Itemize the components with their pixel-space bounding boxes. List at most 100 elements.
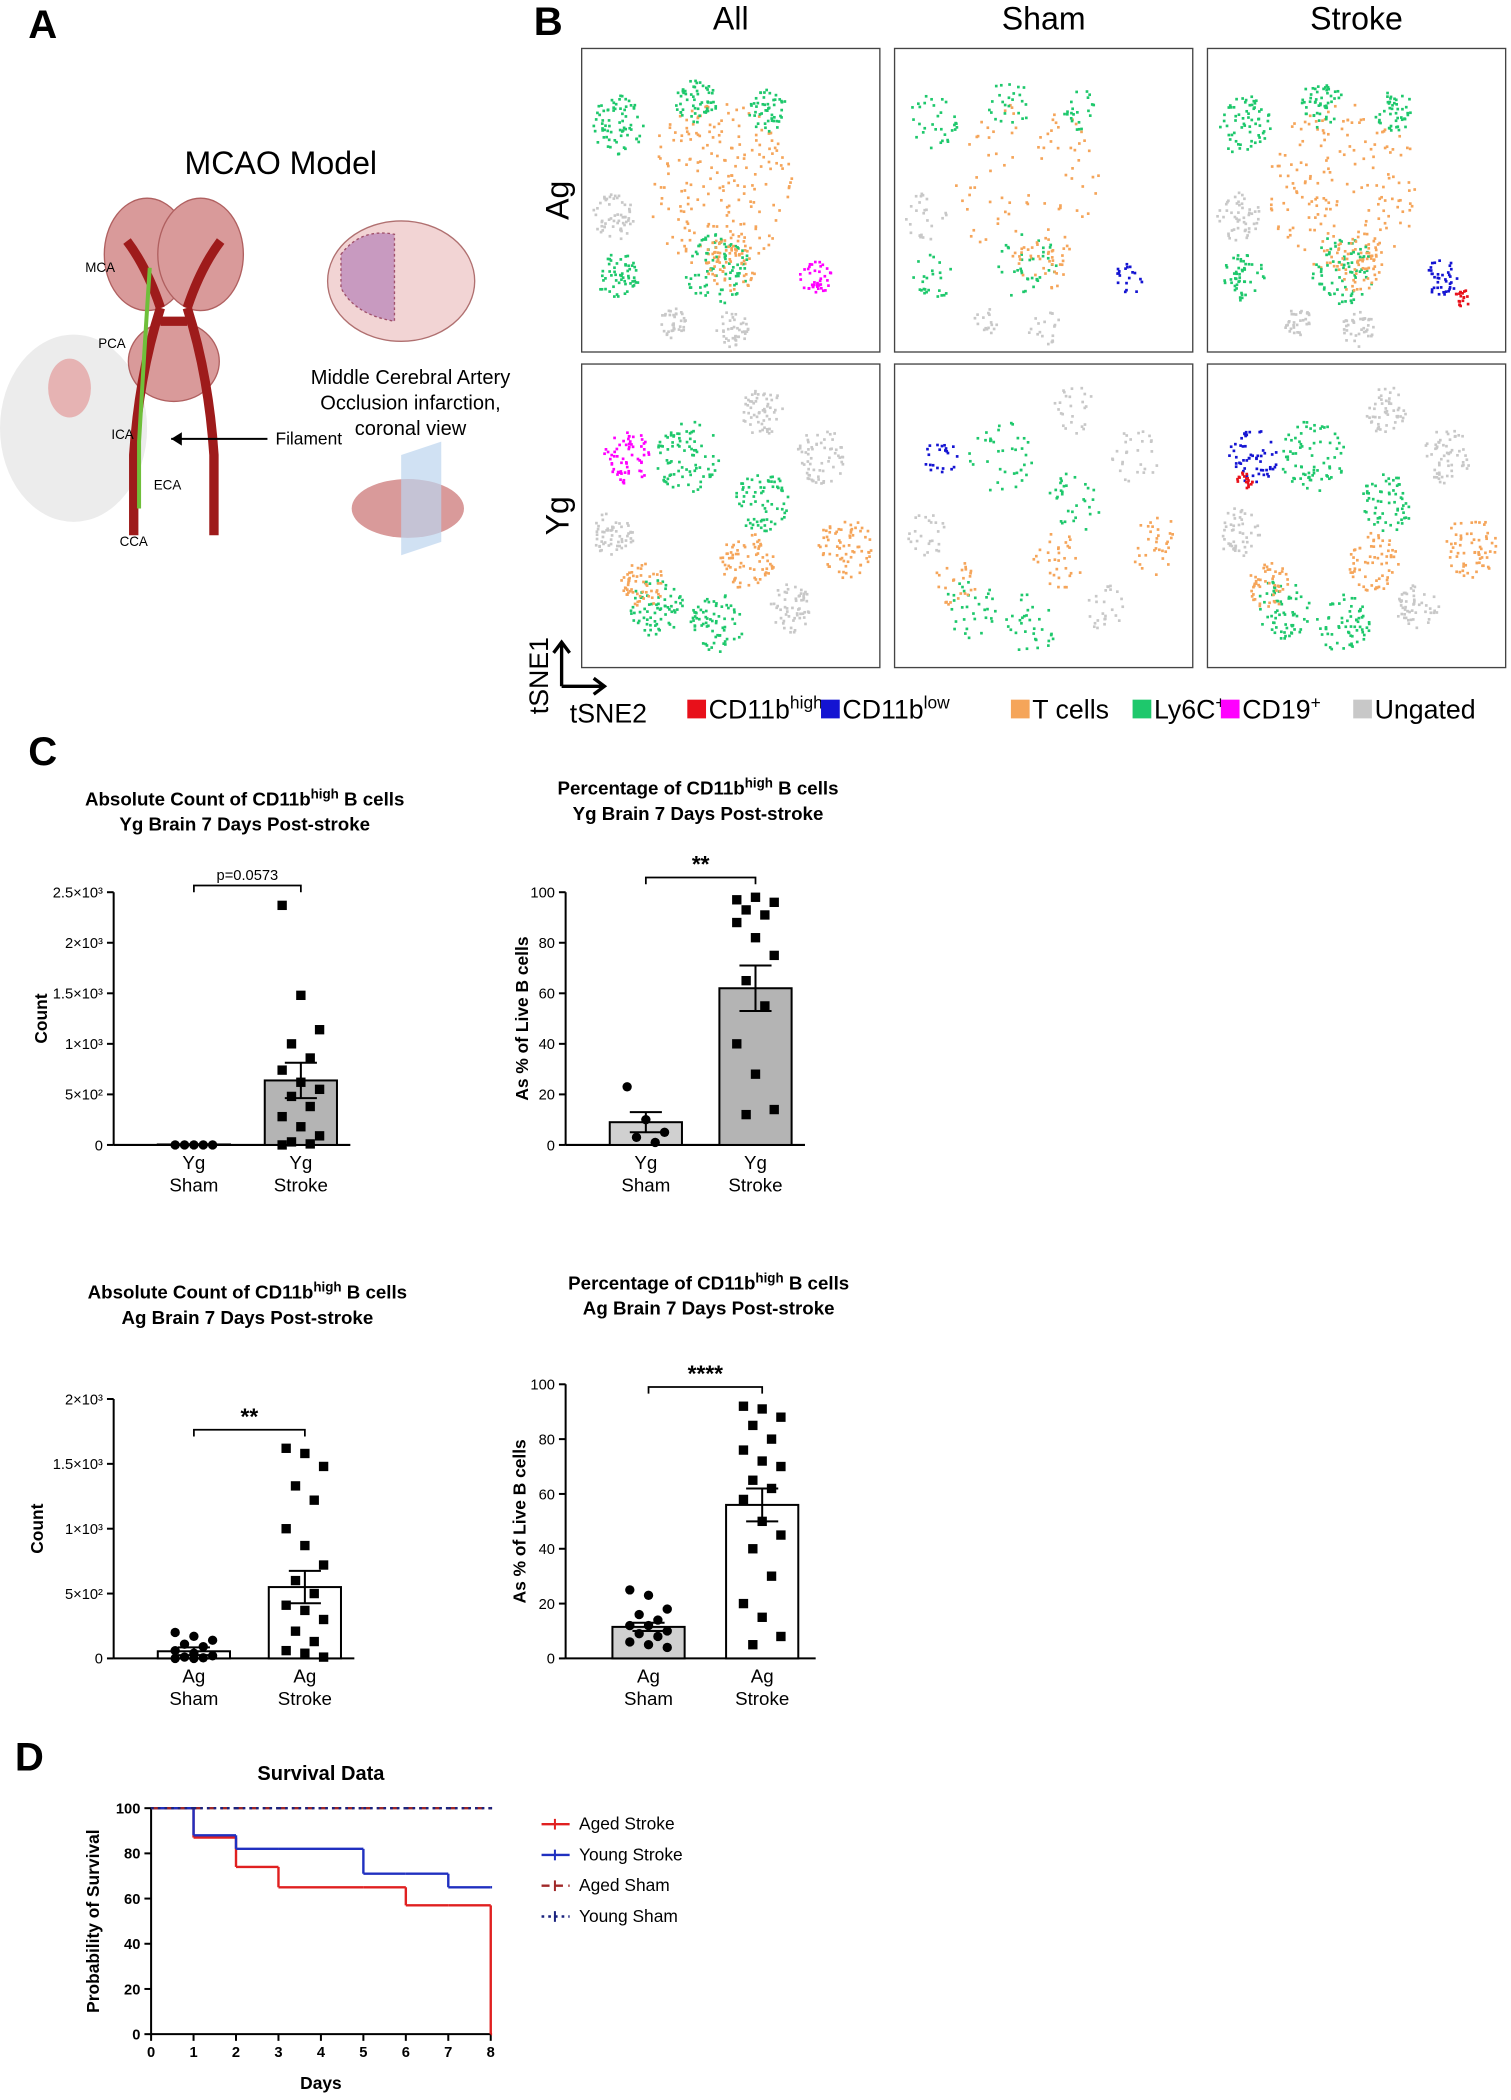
tsne-dot bbox=[1342, 120, 1345, 123]
y-tick-label: 20 bbox=[539, 1597, 555, 1613]
tsne-dot bbox=[652, 602, 655, 605]
tsne-dot bbox=[760, 544, 763, 547]
tsne-dot bbox=[622, 222, 625, 225]
tsne-dot bbox=[1392, 479, 1395, 482]
tsne-dot bbox=[1408, 517, 1411, 520]
chart-title: Absolute Count of CD11bhigh B cells bbox=[88, 1279, 407, 1303]
tsne-dot bbox=[776, 507, 779, 510]
tsne-dot bbox=[1300, 595, 1303, 598]
tsne-dot bbox=[1051, 312, 1054, 315]
tsne-dot bbox=[949, 268, 952, 271]
tsne-dot bbox=[1316, 469, 1319, 472]
tsne-dot bbox=[1092, 176, 1095, 179]
tsne-dot bbox=[1371, 561, 1374, 564]
tsne-dot bbox=[1055, 264, 1058, 267]
tsne-dot bbox=[727, 245, 730, 248]
tsne-dot bbox=[926, 551, 929, 554]
tsne-dot bbox=[966, 628, 969, 631]
tsne-dot bbox=[1264, 580, 1267, 583]
tsne-dot bbox=[706, 617, 709, 620]
tsne-dot bbox=[1152, 471, 1155, 474]
tsne-dot bbox=[830, 480, 833, 483]
tsne-dot bbox=[1323, 139, 1326, 142]
tsne-dot bbox=[1065, 174, 1068, 177]
tsne-dot bbox=[600, 104, 603, 107]
tsne-dot bbox=[617, 153, 620, 156]
tsne-dot bbox=[1455, 570, 1458, 573]
tsne-dot bbox=[952, 445, 955, 448]
data-point bbox=[751, 1069, 760, 1078]
tsne-dot bbox=[1057, 126, 1060, 129]
tsne-dot bbox=[1248, 263, 1251, 266]
tsne-dot bbox=[736, 184, 739, 187]
tsne-dot bbox=[810, 457, 813, 460]
tsne-dot bbox=[615, 279, 618, 282]
tsne-dot bbox=[1447, 460, 1450, 463]
tsne-dot bbox=[631, 571, 634, 574]
tsne-dot bbox=[781, 489, 784, 492]
tsne-dot bbox=[628, 577, 631, 580]
data-point bbox=[663, 1604, 672, 1613]
tsne-dot bbox=[1254, 102, 1257, 105]
tsne-dot bbox=[953, 115, 956, 118]
tsne-dot bbox=[910, 231, 913, 234]
diagram-caption: coronal view bbox=[355, 418, 467, 440]
tsne-dot bbox=[1386, 579, 1389, 582]
tsne-dot bbox=[610, 259, 613, 262]
tsne-dot bbox=[738, 253, 741, 256]
tsne-dot bbox=[663, 476, 666, 479]
tsne-dot bbox=[1370, 257, 1373, 260]
tsne-dot bbox=[1155, 464, 1158, 467]
tsne-dot bbox=[738, 613, 741, 616]
tsne-dot bbox=[809, 272, 812, 275]
tsne-dot bbox=[768, 130, 771, 133]
tsne-dot bbox=[982, 316, 985, 319]
tsne-dot bbox=[1039, 136, 1042, 139]
legend-label: CD19+ bbox=[1242, 692, 1321, 724]
data-point bbox=[296, 1078, 305, 1087]
tsne-dot bbox=[1089, 513, 1092, 516]
tsne-dot bbox=[955, 184, 958, 187]
tsne-dot bbox=[1386, 95, 1389, 98]
data-point bbox=[310, 1495, 319, 1504]
tsne-dot bbox=[1380, 563, 1383, 566]
tsne-dot bbox=[627, 217, 630, 220]
tsne-dot bbox=[807, 453, 810, 456]
tsne-dot bbox=[660, 574, 663, 577]
tsne-dot bbox=[1302, 319, 1305, 322]
tsne-dot bbox=[1326, 264, 1329, 267]
tsne-dot bbox=[680, 95, 683, 98]
tsne-dot bbox=[1074, 557, 1077, 560]
tsne-dot bbox=[694, 112, 697, 115]
tsne-dot bbox=[689, 438, 692, 441]
tsne-dot bbox=[1410, 619, 1413, 622]
tsne-dot bbox=[1365, 485, 1368, 488]
tsne-dot bbox=[1313, 442, 1316, 445]
tsne-dot bbox=[967, 581, 970, 584]
tsne-dot bbox=[1275, 589, 1278, 592]
data-point bbox=[277, 1065, 286, 1074]
tsne-dot bbox=[1393, 501, 1396, 504]
tsne-dot bbox=[608, 263, 611, 266]
tsne-dot bbox=[1394, 421, 1397, 424]
tsne-dot bbox=[698, 618, 701, 621]
panel-label: B bbox=[534, 0, 563, 44]
tsne-dot bbox=[625, 461, 628, 464]
tsne-dot bbox=[628, 210, 631, 213]
tsne-dot bbox=[1387, 549, 1390, 552]
tsne-dot bbox=[779, 115, 782, 118]
tsne-dot bbox=[1064, 236, 1067, 239]
tsne-dot bbox=[1266, 592, 1269, 595]
tsne-dot bbox=[668, 608, 671, 611]
tsne-dot bbox=[1037, 322, 1040, 325]
tsne-dot bbox=[1027, 248, 1030, 251]
tsne-dot bbox=[1004, 211, 1007, 214]
tsne-dot bbox=[1057, 559, 1060, 562]
tsne-dot bbox=[1367, 267, 1370, 270]
tsne-dot bbox=[1140, 524, 1143, 527]
tsne-dot bbox=[932, 514, 935, 517]
legend-text: CD19 bbox=[1242, 694, 1310, 724]
tsne-dot bbox=[1276, 609, 1279, 612]
tsne-dot bbox=[643, 442, 646, 445]
tsne-dot bbox=[1412, 584, 1415, 587]
